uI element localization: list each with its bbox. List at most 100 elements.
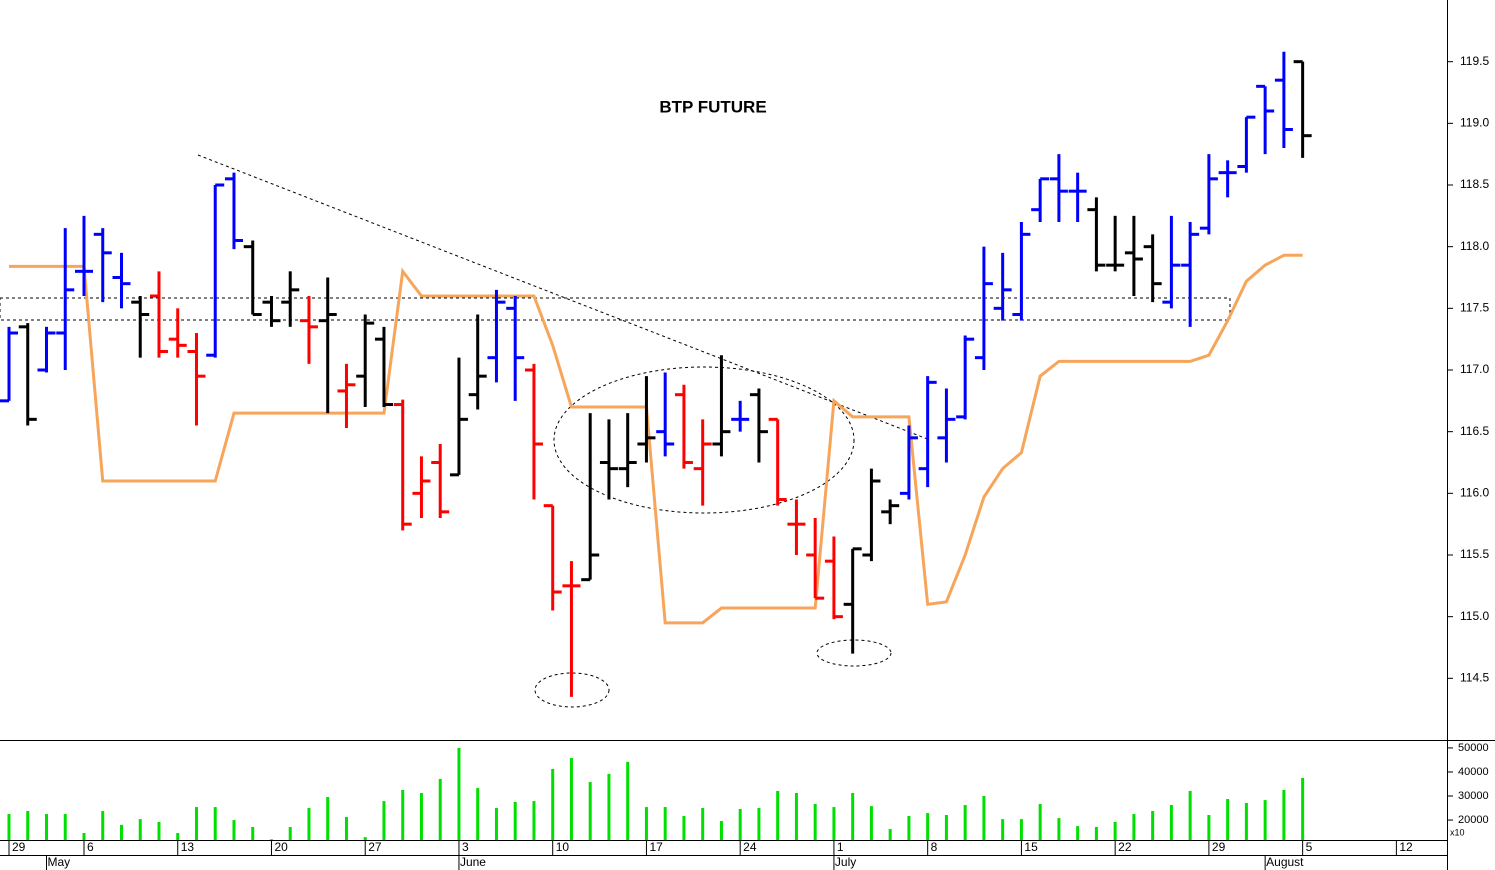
volume-bar bbox=[1169, 805, 1173, 840]
volume-bar bbox=[813, 803, 817, 840]
volume-bar bbox=[213, 807, 217, 840]
x-tick-label: 29 bbox=[12, 840, 26, 854]
volume-bar bbox=[1301, 777, 1305, 840]
month-label: June bbox=[460, 855, 486, 869]
volume-bar bbox=[26, 811, 30, 840]
volume-bar bbox=[419, 793, 423, 840]
volume-bar bbox=[982, 796, 986, 840]
x-tick-label: 12 bbox=[1399, 840, 1413, 854]
volume-bar bbox=[1113, 821, 1117, 840]
volume-bar bbox=[1094, 827, 1098, 840]
month-label: July bbox=[835, 855, 856, 869]
volume-bar bbox=[344, 817, 348, 840]
x-tick-label: 1 bbox=[837, 840, 844, 854]
unit-label: x10 bbox=[1450, 827, 1465, 837]
chart-title: BTP FUTURE bbox=[659, 97, 766, 116]
volume-bar bbox=[438, 778, 442, 840]
volume-bar bbox=[1226, 799, 1230, 840]
volume-bar bbox=[101, 811, 105, 840]
x-tick-label: 17 bbox=[649, 840, 663, 854]
ellipse-annotation bbox=[534, 672, 610, 708]
volume-bar bbox=[626, 761, 630, 840]
annotations bbox=[0, 154, 1231, 708]
volume-bar bbox=[194, 807, 198, 840]
x-tick-label: 20 bbox=[274, 840, 288, 854]
volume-bar bbox=[607, 773, 611, 840]
volume-bar bbox=[1019, 819, 1023, 840]
volume-bar bbox=[532, 801, 536, 840]
volume-bar bbox=[269, 839, 273, 840]
volume-bar bbox=[907, 815, 911, 840]
y-tick-label: 117.5 bbox=[1460, 301, 1489, 315]
volume-bar bbox=[476, 788, 480, 840]
volume-bar bbox=[157, 821, 161, 840]
volume-bar bbox=[851, 793, 855, 840]
y-tick-label: 115.5 bbox=[1460, 547, 1489, 561]
volume-bar bbox=[307, 808, 311, 840]
y-tick-label: 116.0 bbox=[1460, 486, 1489, 500]
ellipse-annotation bbox=[553, 366, 855, 514]
volume-bar bbox=[944, 815, 948, 840]
month-label: August bbox=[1266, 855, 1304, 869]
volume-bar bbox=[663, 807, 667, 840]
volume-bar bbox=[82, 833, 86, 840]
volume-bar bbox=[513, 802, 517, 840]
x-tick-label: 5 bbox=[1306, 840, 1313, 854]
x-tick-label: 3 bbox=[462, 840, 469, 854]
y-tick-label: 117.0 bbox=[1460, 362, 1489, 376]
y-tick-label: 30000 bbox=[1458, 790, 1489, 802]
volume-bar bbox=[1188, 790, 1192, 840]
volume-bar bbox=[44, 814, 48, 840]
volume-bar bbox=[1207, 815, 1211, 840]
volume-bar bbox=[926, 813, 930, 840]
volume-bar bbox=[7, 814, 11, 840]
volume-bar bbox=[363, 837, 367, 840]
volume-bar bbox=[776, 790, 780, 840]
volume-bar bbox=[1057, 818, 1061, 840]
month-label: May bbox=[47, 855, 70, 869]
volume-bar bbox=[1001, 819, 1005, 840]
volume-bar bbox=[119, 824, 123, 840]
volume-bar bbox=[869, 806, 873, 840]
y-tick-label: 116.5 bbox=[1460, 424, 1489, 438]
x-tick-label: 22 bbox=[1118, 840, 1132, 854]
volume-bar bbox=[551, 768, 555, 840]
volume-bar bbox=[888, 829, 892, 840]
x-tick-label: 13 bbox=[181, 840, 195, 854]
y-tick-label: 20000 bbox=[1458, 814, 1489, 826]
volume-bar bbox=[701, 808, 705, 840]
volume-bar bbox=[382, 801, 386, 840]
volume-bar bbox=[1076, 826, 1080, 840]
y-tick-label: 40000 bbox=[1458, 766, 1489, 778]
volume-bar bbox=[138, 819, 142, 840]
y-tick-label: 114.5 bbox=[1460, 671, 1489, 685]
x-tick-label: 29 bbox=[1212, 840, 1226, 854]
y-tick-label: 115.0 bbox=[1460, 609, 1489, 623]
volume-bar bbox=[794, 793, 798, 840]
indicator-line bbox=[8, 253, 1303, 625]
volume-bar bbox=[588, 782, 592, 840]
volume-bar bbox=[719, 821, 723, 840]
volume-bar bbox=[1282, 790, 1286, 840]
y-tick-label: 118.0 bbox=[1460, 239, 1489, 253]
volume-bar bbox=[494, 808, 498, 840]
x-tick-label: 6 bbox=[87, 840, 94, 854]
volume-bar bbox=[963, 805, 967, 840]
x-tick-label: 10 bbox=[556, 840, 570, 854]
volume-bar bbox=[232, 820, 236, 840]
volume-bar bbox=[644, 807, 648, 840]
y-tick-label: 119.0 bbox=[1460, 116, 1489, 130]
volume-bar bbox=[569, 758, 573, 840]
volume-bar bbox=[757, 808, 761, 840]
ellipse-annotation bbox=[816, 639, 892, 667]
y-tick-label: 119.5 bbox=[1460, 54, 1489, 68]
x-tick-label: 8 bbox=[931, 840, 938, 854]
volume-bar bbox=[326, 796, 330, 840]
x-tick-label: 24 bbox=[743, 840, 757, 854]
volume-bar bbox=[832, 807, 836, 840]
volume-bar bbox=[738, 808, 742, 840]
volume-bar bbox=[401, 790, 405, 840]
volume-bar bbox=[682, 815, 686, 840]
volume-bar bbox=[1151, 811, 1155, 840]
